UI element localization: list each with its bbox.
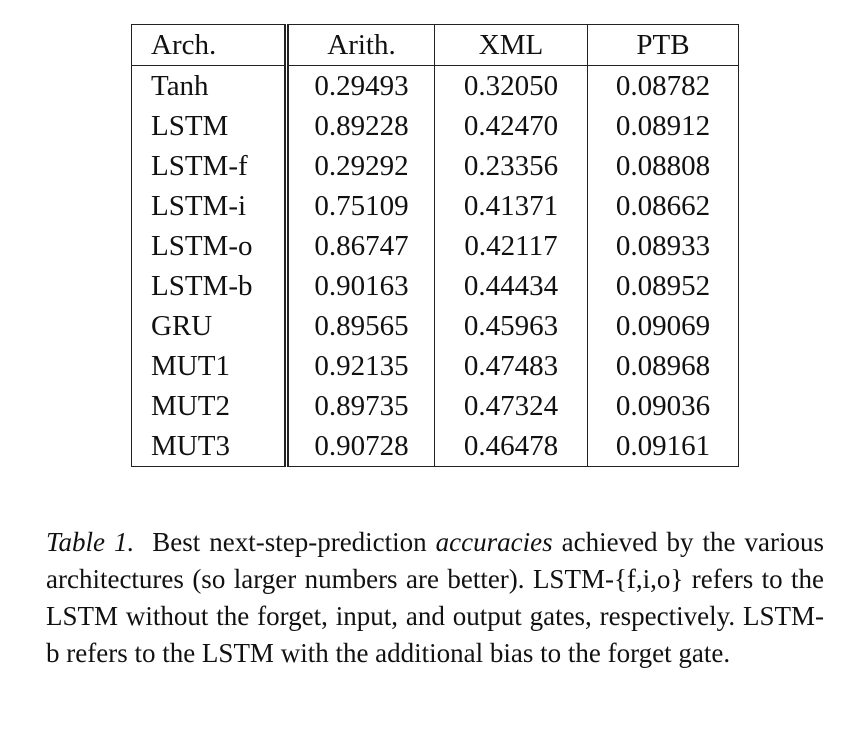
table-header: Arch. Arith. XML PTB (131, 24, 739, 66)
cell-arch: LSTM-o (131, 226, 289, 266)
cell-arch: MUT3 (131, 426, 289, 467)
cell-arith: 0.92135 (286, 346, 435, 386)
cell-ptb: 0.09036 (587, 386, 739, 426)
cell-xml: 0.47483 (434, 346, 588, 386)
cell-arith: 0.75109 (286, 186, 435, 226)
cell-xml: 0.46478 (434, 426, 588, 467)
caption-emphasis: accuracies (435, 527, 553, 557)
cell-xml: 0.45963 (434, 306, 588, 346)
cell-ptb: 0.09161 (587, 426, 739, 467)
table-row: LSTM-o 0.86747 0.42117 0.08933 (131, 226, 739, 266)
caption-label: Table 1. (46, 527, 135, 557)
cell-arch: LSTM-f (131, 146, 289, 186)
cell-xml: 0.42117 (434, 226, 588, 266)
table-row: MUT3 0.90728 0.46478 0.09161 (131, 426, 739, 467)
cell-ptb: 0.08968 (587, 346, 739, 386)
table-row: MUT1 0.92135 0.47483 0.08968 (131, 346, 739, 386)
cell-arith: 0.29493 (286, 65, 435, 106)
cell-xml: 0.32050 (434, 65, 588, 106)
cell-ptb: 0.08952 (587, 266, 739, 306)
table-row: LSTM-b 0.90163 0.44434 0.08952 (131, 266, 739, 306)
cell-arch: MUT2 (131, 386, 289, 426)
cell-arch: LSTM (131, 106, 289, 146)
cell-arith: 0.29292 (286, 146, 435, 186)
table-row: Tanh 0.29493 0.32050 0.08782 (131, 65, 739, 106)
cell-arch: Tanh (131, 65, 289, 106)
cell-xml: 0.42470 (434, 106, 588, 146)
table-row: LSTM 0.89228 0.42470 0.08912 (131, 106, 739, 146)
cell-arith: 0.90163 (286, 266, 435, 306)
caption-text-before: Best next-step-prediction (152, 527, 427, 557)
cell-xml: 0.44434 (434, 266, 588, 306)
cell-arith: 0.89735 (286, 386, 435, 426)
table-caption: Table 1. Best next-step-prediction accur… (46, 524, 824, 672)
cell-ptb: 0.09069 (587, 306, 739, 346)
cell-ptb: 0.08912 (587, 106, 739, 146)
results-table-container: Arch. Arith. XML PTB Tanh 0.29493 0.32050 0… (131, 24, 739, 467)
header-row: Arch. Arith. XML PTB (131, 24, 739, 66)
cell-xml: 0.47324 (434, 386, 588, 426)
table-body: Tanh 0.29493 0.32050 0.08782 LSTM 0.89228 0.42… (131, 65, 739, 467)
cell-arch: LSTM-i (131, 186, 289, 226)
cell-ptb: 0.08933 (587, 226, 739, 266)
cell-ptb: 0.08808 (587, 146, 739, 186)
header-ptb: PTB (587, 24, 739, 66)
header-arch: Arch. (131, 24, 289, 66)
cell-arith: 0.89565 (286, 306, 435, 346)
caption-text-after: achieved by the various architectures (s… (46, 527, 825, 668)
cell-ptb: 0.08662 (587, 186, 739, 226)
cell-arch: MUT1 (131, 346, 289, 386)
header-arith: Arith. (286, 24, 435, 66)
table-row: MUT2 0.89735 0.47324 0.09036 (131, 386, 739, 426)
results-table: Arch. Arith. XML PTB Tanh 0.29493 0.32050 0… (131, 24, 739, 467)
cell-xml: 0.23356 (434, 146, 588, 186)
table-row: GRU 0.89565 0.45963 0.09069 (131, 306, 739, 346)
cell-xml: 0.41371 (434, 186, 588, 226)
cell-arch: GRU (131, 306, 289, 346)
cell-arith: 0.89228 (286, 106, 435, 146)
cell-arith: 0.90728 (286, 426, 435, 467)
table-row: LSTM-i 0.75109 0.41371 0.08662 (131, 186, 739, 226)
table-row: LSTM-f 0.29292 0.23356 0.08808 (131, 146, 739, 186)
cell-arch: LSTM-b (131, 266, 289, 306)
header-xml: XML (434, 24, 588, 66)
cell-ptb: 0.08782 (587, 65, 739, 106)
cell-arith: 0.86747 (286, 226, 435, 266)
